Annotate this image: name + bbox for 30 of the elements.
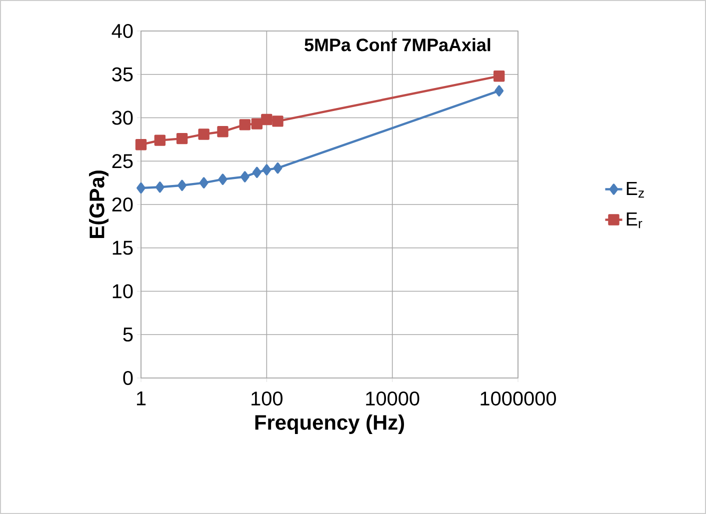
point [135,139,147,150]
point [136,182,146,194]
y-tick-label: 20 [112,197,133,212]
y-tick-label: 10 [112,284,133,298]
point [155,182,164,193]
y-tick-label: 30 [112,110,133,125]
x-axis-title: Frequency (Hz) [255,414,404,434]
y-tick-label: 15 [112,240,133,255]
legend-label: E$_{r}$ [626,212,642,228]
y-axis-title: E(GPa) [88,170,108,238]
legend-label: E$_{z}$ [626,182,644,198]
y-tick-label: 0 [123,370,133,386]
y-tick-label: 35 [112,67,133,82]
point [198,128,210,140]
point [217,126,228,138]
y-tick-label: 25 [112,154,133,168]
x-tick-label: 100 [252,392,283,406]
point [240,171,250,182]
point [239,119,250,130]
x-tick-label: 10000 [366,392,420,406]
point [199,177,208,188]
y-tick-label: 40 [112,24,133,38]
point [218,174,228,185]
point [154,134,166,146]
point [176,132,188,144]
x-tick-label: 1000000 [480,392,556,406]
y-tick-label: 5 [123,328,133,342]
x-tick-label: 1 [136,392,146,406]
chart-title: 5MPa Conf 7MPaAxial [304,38,490,52]
point [178,180,187,191]
